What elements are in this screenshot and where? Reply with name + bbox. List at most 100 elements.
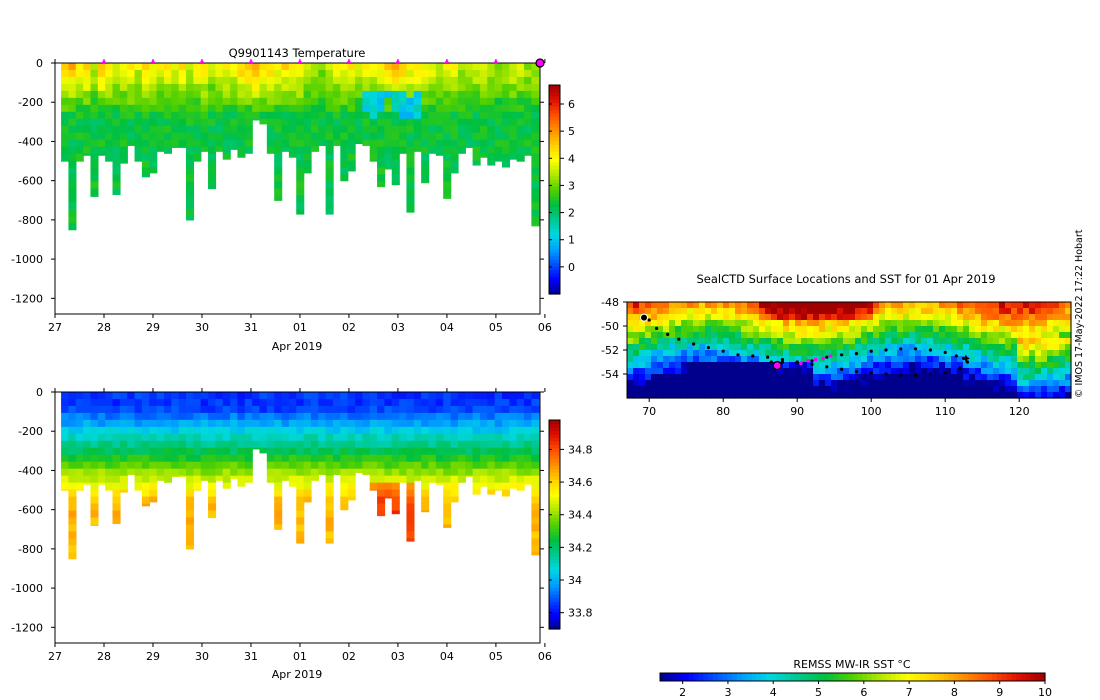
temperature-cell bbox=[443, 132, 452, 141]
salinity-cell bbox=[465, 468, 474, 477]
salinity-cell bbox=[288, 475, 297, 484]
temperature-cell bbox=[127, 125, 136, 134]
salinity-cell bbox=[377, 468, 386, 477]
salinity-cell bbox=[97, 447, 106, 456]
sst-cell bbox=[657, 374, 664, 381]
sst-cell bbox=[861, 392, 868, 399]
temperature-cell bbox=[487, 125, 496, 134]
salinity-cell bbox=[487, 426, 496, 435]
temperature-cell bbox=[119, 132, 128, 141]
salinity-cell bbox=[193, 405, 202, 414]
temperature-cell bbox=[435, 63, 444, 71]
sst-cell bbox=[837, 386, 844, 393]
sst-cell bbox=[777, 356, 784, 363]
sst-cell bbox=[783, 362, 790, 369]
sst-cell bbox=[753, 350, 760, 357]
temperature-cell bbox=[310, 111, 319, 120]
temperature-cell bbox=[450, 90, 459, 99]
temperature-cell bbox=[171, 118, 180, 127]
salinity-cell bbox=[509, 454, 518, 463]
temperature-cell bbox=[332, 132, 342, 141]
temperature-cell bbox=[325, 139, 334, 148]
sst-cell bbox=[759, 344, 766, 351]
sst-cell bbox=[1047, 374, 1054, 381]
temperature-cell bbox=[281, 139, 290, 148]
sst-cell bbox=[957, 332, 964, 339]
sst-colorbar-segment bbox=[943, 673, 950, 681]
sst-cell bbox=[873, 350, 880, 357]
sst-colorbar-segment bbox=[886, 673, 892, 681]
sst-cell bbox=[705, 320, 712, 327]
salinity-cell bbox=[516, 461, 525, 470]
salinity-cell bbox=[369, 398, 378, 407]
sst-cell bbox=[939, 302, 946, 309]
temperature-cell bbox=[531, 195, 540, 204]
salinity-cell bbox=[509, 482, 518, 489]
sst-cell bbox=[777, 308, 784, 315]
salinity-cell bbox=[134, 419, 143, 428]
temperature-cell bbox=[296, 209, 305, 215]
sst-cell bbox=[927, 350, 934, 357]
salinity-xtick-label: 02 bbox=[342, 650, 356, 663]
sst-cell bbox=[807, 356, 814, 363]
sst-cell bbox=[921, 320, 928, 327]
temperature-cell bbox=[318, 104, 327, 113]
salinity-cell bbox=[384, 496, 393, 499]
sst-map-title: SealCTD Surface Locations and SST for 01… bbox=[696, 272, 995, 286]
salinity-cell bbox=[310, 475, 319, 481]
sst-cell bbox=[651, 350, 658, 357]
temperature-cell bbox=[457, 118, 466, 127]
temperature-cell bbox=[472, 125, 481, 134]
temperature-cell bbox=[355, 111, 364, 120]
salinity-cell bbox=[479, 398, 488, 407]
salinity-cell bbox=[516, 475, 525, 484]
sst-cell bbox=[759, 368, 766, 375]
sst-cell bbox=[1059, 362, 1066, 369]
salinity-cell bbox=[406, 447, 415, 456]
sst-cell bbox=[1029, 320, 1036, 327]
temperature-cell bbox=[325, 195, 334, 204]
temperature-cell bbox=[406, 90, 415, 99]
temperature-cell bbox=[332, 118, 342, 127]
temperature-cell bbox=[332, 104, 342, 113]
sst-cell bbox=[825, 320, 832, 327]
temperature-colorbar-label: 0 bbox=[568, 261, 575, 274]
sst-cell bbox=[1041, 380, 1048, 387]
sst-cell bbox=[969, 392, 976, 399]
sst-cell bbox=[939, 344, 946, 351]
temperature-cell bbox=[318, 97, 327, 106]
track-point bbox=[943, 350, 947, 354]
sst-cell bbox=[909, 338, 916, 345]
sst-cell bbox=[645, 374, 652, 381]
sst-cell bbox=[963, 380, 970, 387]
salinity-xlabel: Apr 2019 bbox=[272, 668, 323, 681]
temperature-cell bbox=[384, 69, 393, 78]
temperature-cell bbox=[421, 139, 430, 148]
sst-cell bbox=[867, 386, 874, 393]
salinity-colorbar-segment bbox=[549, 468, 560, 473]
sst-cell bbox=[975, 386, 982, 393]
salinity-cell bbox=[90, 433, 99, 442]
salinity-cell bbox=[399, 447, 408, 456]
salinity-cell bbox=[163, 419, 172, 428]
temperature-cell bbox=[222, 90, 231, 99]
salinity-cell bbox=[119, 489, 128, 493]
salinity-cell bbox=[332, 426, 342, 435]
temperature-cell bbox=[516, 111, 525, 120]
sst-colorbar-segment bbox=[1016, 673, 1022, 681]
salinity-cell bbox=[185, 482, 195, 491]
salinity-cell bbox=[355, 398, 364, 407]
salinity-cell bbox=[384, 412, 393, 421]
temperature-cell bbox=[149, 160, 158, 169]
salinity-colorbar-segment bbox=[549, 608, 560, 613]
salinity-cell bbox=[355, 412, 364, 421]
temperature-cell bbox=[90, 188, 99, 197]
temperature-cell bbox=[479, 69, 488, 78]
temperature-colorbar-segment bbox=[549, 91, 560, 97]
sst-cell bbox=[663, 386, 670, 393]
sst-cell bbox=[945, 314, 952, 321]
salinity-ytick-label: -200 bbox=[18, 425, 43, 438]
sst-colorbar-segment bbox=[968, 673, 974, 681]
salinity-cell bbox=[369, 419, 378, 428]
temperature-cell bbox=[156, 125, 165, 134]
